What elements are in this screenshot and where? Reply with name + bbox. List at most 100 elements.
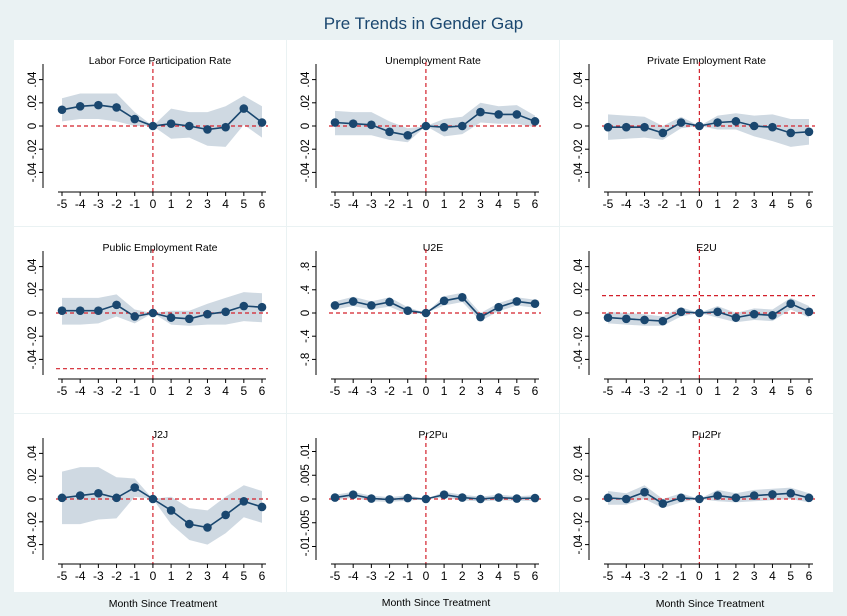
data-point (239, 496, 249, 506)
y-tick-label: -.005 (300, 510, 312, 536)
x-tick-label: 5 (787, 569, 794, 583)
figure-title: Pre Trends in Gender Gap (323, 14, 524, 33)
x-tick-label: -2 (657, 197, 668, 211)
x-tick-label: -5 (57, 384, 68, 398)
data-point (749, 121, 759, 131)
x-tick-label: -3 (366, 569, 377, 583)
x-tick-label: 1 (168, 569, 175, 583)
data-point (75, 306, 85, 315)
data-point (385, 127, 394, 137)
x-tick-label: 5 (513, 197, 520, 211)
y-tick-label: 0 (300, 496, 312, 502)
x-tick-label: -3 (639, 384, 650, 398)
panel-title: J2J (152, 429, 168, 441)
confidence-band (608, 113, 809, 147)
data-point (640, 315, 649, 325)
y-tick-label: .02 (27, 95, 39, 111)
x-tick-label: 0 (423, 197, 430, 211)
panel-title: Pr2Pu (418, 429, 447, 441)
data-point (713, 307, 722, 317)
confidence-band (62, 467, 262, 545)
data-point (330, 301, 340, 310)
panel-title: U2E (423, 242, 443, 254)
panel-title: Pu2Pr (692, 429, 722, 441)
panel-title: Private Employment Rate (647, 55, 766, 67)
data-point (257, 502, 267, 512)
x-tick-label: 5 (240, 384, 247, 398)
data-point (385, 495, 394, 504)
x-tick-label: 5 (787, 197, 794, 211)
data-point (57, 105, 67, 115)
data-point (731, 313, 741, 322)
y-tick-label: .02 (300, 95, 312, 111)
y-tick-label: .04 (27, 71, 39, 88)
x-tick-label: 6 (532, 197, 539, 211)
x-tick-label: -1 (676, 384, 687, 398)
panel-labor-force-participation-rate: Labor Force Participation Rate -.04 -.02 0.… (14, 40, 286, 226)
x-tick-label: 3 (204, 384, 211, 398)
x-tick-label: 3 (204, 569, 211, 583)
y-tick-label: 0 (300, 310, 312, 316)
panel-unemployment-rate: Unemployment Rate -.04 -.02 0 .02 .04 -5 -4 -3 -2… (287, 40, 559, 226)
data-point (130, 114, 140, 124)
y-tick-label: .04 (27, 258, 39, 275)
x-tick-label: 1 (714, 384, 721, 398)
x-tick-label: 0 (696, 569, 703, 583)
data-point (112, 103, 121, 112)
x-tick-label: 6 (532, 384, 539, 398)
x-tick-label: 2 (186, 569, 193, 583)
y-tick-label: -.04 (27, 162, 39, 182)
chart-svg: Labor Force Participation Rate -.04 -.02 0.… (27, 55, 268, 211)
x-tick-label: -3 (366, 197, 377, 211)
x-tick-label: 3 (751, 384, 758, 398)
x-tick-label: -2 (657, 569, 668, 583)
data-point (330, 493, 340, 502)
data-point (512, 110, 522, 119)
data-point (203, 309, 212, 319)
y-tick-label: .02 (27, 468, 39, 484)
x-tick-label: -3 (639, 197, 650, 211)
x-tick-label: 5 (240, 569, 247, 583)
data-point (640, 122, 649, 132)
panel-e2u: E2U -.04 -.02 0.02.04 -5 -4 -3 -2 -1 0 1 2 3 4 5 6 (560, 227, 833, 413)
y-tick-label: .02 (573, 282, 585, 298)
y-tick-label: .02 (27, 282, 39, 298)
x-tick-label: 6 (806, 569, 813, 583)
data-point (621, 314, 631, 324)
data-point (695, 121, 704, 131)
x-tick-label: -4 (75, 384, 86, 398)
y-tick-label: .4 (300, 284, 312, 294)
data-point (731, 117, 741, 126)
x-tick-label: -5 (603, 569, 614, 583)
data-point (768, 311, 777, 320)
x-tick-label: 6 (806, 384, 813, 398)
x-axis-label-left: Month Since Treatment (108, 598, 218, 610)
data-point (457, 121, 467, 131)
x-tick-label: 4 (222, 384, 229, 398)
x-tick-label: -5 (603, 197, 614, 211)
panel-pu2pr: Pu2Pr -.04 -.02 0.02.04 -5 -4 -3 -2 -1 0 1 2 3 4 5 6 (560, 414, 833, 592)
x-tick-label: 1 (168, 197, 175, 211)
y-tick-label: -.04 (573, 162, 585, 182)
data-point (148, 308, 158, 318)
x-tick-label: -2 (384, 569, 395, 583)
panel-public-employment-rate: Public Employment Rate -.04 -.02 0.02.04 -5-… (14, 227, 286, 413)
y-tick-label: .04 (573, 445, 585, 462)
data-point (257, 302, 267, 312)
x-tick-label: -1 (402, 569, 413, 583)
x-tick-label: -4 (75, 197, 86, 211)
x-tick-label: 5 (513, 569, 520, 583)
chart-svg: Public Employment Rate-.04-.020.02.04-5-… (27, 242, 268, 398)
x-tick-label: -4 (621, 197, 632, 211)
data-point (804, 307, 814, 317)
data-point (184, 519, 194, 529)
x-tick-label: 6 (259, 569, 266, 583)
x-tick-label: 5 (787, 384, 794, 398)
data-point (439, 490, 449, 500)
x-tick-label: 6 (806, 197, 813, 211)
data-point (804, 493, 814, 503)
x-tick-label: -3 (93, 384, 104, 398)
x-tick-label: 4 (769, 384, 776, 398)
x-tick-label: -5 (603, 384, 614, 398)
